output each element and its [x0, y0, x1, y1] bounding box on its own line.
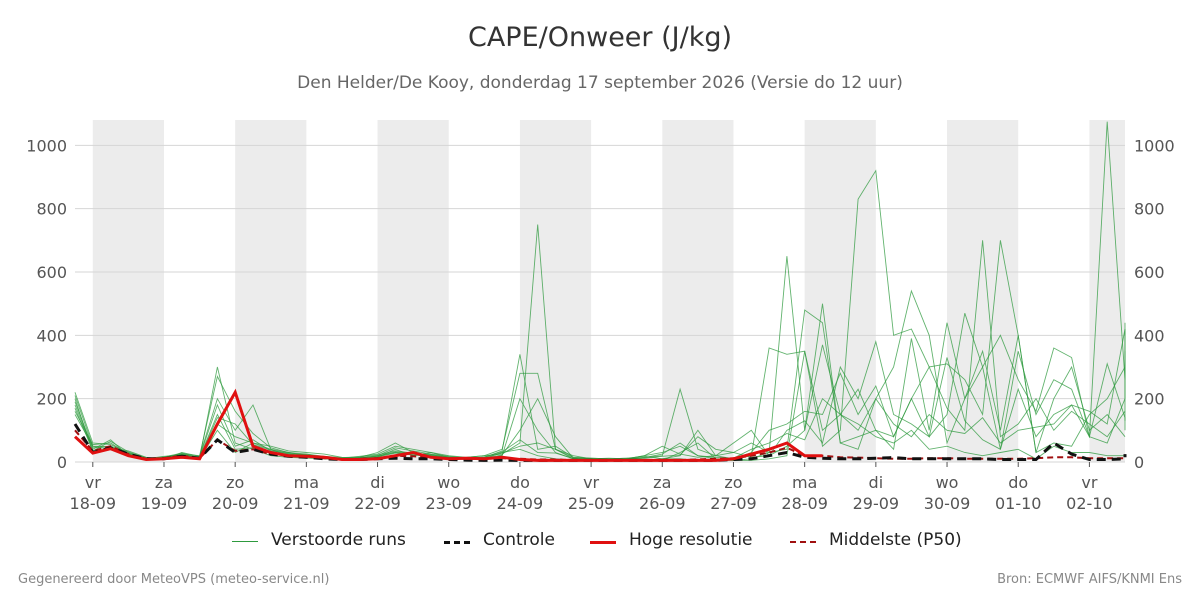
footer-generator: Gegenereerd door MeteoVPS (meteo-service…: [18, 572, 330, 587]
legend-swatch-control: [444, 541, 470, 544]
legend-swatch-ensemble: [232, 541, 258, 542]
y-tick-label-right: 0: [1134, 453, 1144, 472]
x-tick-day: wo: [437, 473, 460, 492]
x-tick-day: za: [155, 473, 173, 492]
day-band: [92, 120, 164, 462]
x-tick-day: ma: [792, 473, 817, 492]
y-tick-label-left: 1000: [26, 136, 67, 155]
x-tick-date: 28-09: [781, 494, 828, 513]
hires-line: [73, 388, 823, 462]
x-tick-date: 27-09: [710, 494, 757, 513]
x-tick-day: di: [869, 473, 884, 492]
y-tick-label-right: 1000: [1134, 136, 1175, 155]
x-tick-day: vr: [583, 473, 599, 492]
x-tick-date: 23-09: [425, 494, 472, 513]
chart-title: CAPE/Onweer (J/kg): [467, 22, 732, 53]
day-band: [1089, 120, 1125, 462]
day-band: [235, 120, 307, 462]
x-tick-date: 20-09: [212, 494, 259, 513]
footer-source: Bron: ECMWF AIFS/KNMI Ens: [997, 572, 1182, 587]
x-tick-day: do: [1008, 473, 1028, 492]
x-tick-date: 30-09: [924, 494, 971, 513]
control-line: [73, 423, 1127, 462]
x-tick-day: vr: [1081, 473, 1097, 492]
x-tick-day: wo: [936, 473, 959, 492]
legend-swatch-hires: [590, 541, 616, 544]
y-tick-label-left: 400: [36, 326, 67, 345]
x-tick-date: 02-10: [1066, 494, 1113, 513]
legend-label-ensemble: Verstoorde runs: [271, 530, 406, 550]
y-tick-label-right: 400: [1134, 326, 1165, 345]
legend-swatch-median: [790, 541, 816, 543]
day-band: [804, 120, 876, 462]
x-tick-day: zo: [226, 473, 244, 492]
day-band: [662, 120, 734, 462]
ensemble-line: [74, 313, 1126, 460]
legend-label-control: Controle: [483, 530, 555, 550]
y-tick-label-left: 800: [36, 200, 67, 219]
x-tick-day: vr: [85, 473, 101, 492]
x-tick-date: 21-09: [283, 494, 330, 513]
x-tick-date: 25-09: [568, 494, 615, 513]
y-tick-label-left: 200: [36, 390, 67, 409]
y-tick-label-right: 200: [1134, 390, 1165, 409]
x-tick-day: ma: [294, 473, 319, 492]
x-tick-date: 01-10: [995, 494, 1042, 513]
y-tick-label-left: 600: [36, 263, 67, 282]
legend-label-hires: Hoge resolutie: [629, 530, 753, 550]
x-tick-date: 29-09: [853, 494, 900, 513]
day-band: [519, 120, 592, 462]
y-tick-label-right: 800: [1134, 200, 1165, 219]
y-tick-label-left: 0: [57, 453, 67, 472]
x-tick-day: za: [653, 473, 671, 492]
legend-label-median: Middelste (P50): [829, 530, 962, 550]
day-band: [947, 120, 1019, 462]
x-tick-date: 18-09: [70, 494, 117, 513]
x-tick-date: 24-09: [497, 494, 544, 513]
x-tick-date: 26-09: [639, 494, 686, 513]
chart-subtitle: Den Helder/De Kooy, donderdag 17 septemb…: [297, 73, 903, 93]
y-tick-label-right: 600: [1134, 263, 1165, 282]
x-tick-day: di: [370, 473, 385, 492]
day-band: [377, 120, 449, 462]
x-tick-day: do: [510, 473, 530, 492]
x-tick-date: 19-09: [141, 494, 188, 513]
x-tick-day: zo: [724, 473, 742, 492]
median-line: [74, 429, 1126, 462]
x-tick-date: 22-09: [354, 494, 401, 513]
